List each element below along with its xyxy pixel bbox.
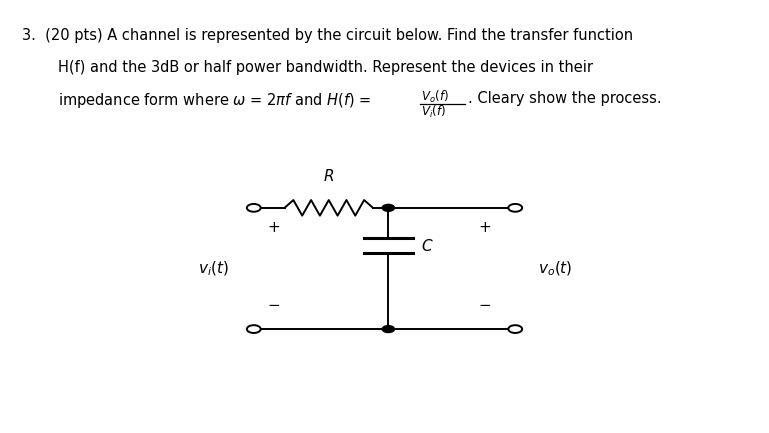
Text: 3.  (20 pts) A channel is represented by the circuit below. Find the transfer fu: 3. (20 pts) A channel is represented by … (22, 28, 633, 43)
Text: +: + (268, 220, 281, 235)
Text: . Cleary show the process.: . Cleary show the process. (468, 91, 661, 106)
Text: −: − (268, 298, 281, 313)
Text: −: − (478, 298, 491, 313)
Text: $V_o(f)$: $V_o(f)$ (421, 89, 449, 105)
Text: $V_i(f)$: $V_i(f)$ (421, 104, 447, 120)
Text: $v_o(t)$: $v_o(t)$ (538, 259, 572, 278)
Circle shape (247, 325, 261, 333)
Circle shape (382, 326, 394, 333)
Text: $C$: $C$ (421, 238, 433, 254)
Text: +: + (478, 220, 491, 235)
Text: $R$: $R$ (323, 168, 335, 184)
Circle shape (508, 204, 522, 212)
Circle shape (508, 325, 522, 333)
Text: $v_i(t)$: $v_i(t)$ (198, 259, 229, 278)
Text: impedance form where $\omega$ = 2$\pi$$f$ and $H$($f$) =: impedance form where $\omega$ = 2$\pi$$f… (58, 91, 373, 110)
Circle shape (382, 204, 394, 211)
Text: H(f) and the 3dB or half power bandwidth. Represent the devices in their: H(f) and the 3dB or half power bandwidth… (58, 60, 593, 75)
Circle shape (247, 204, 261, 212)
